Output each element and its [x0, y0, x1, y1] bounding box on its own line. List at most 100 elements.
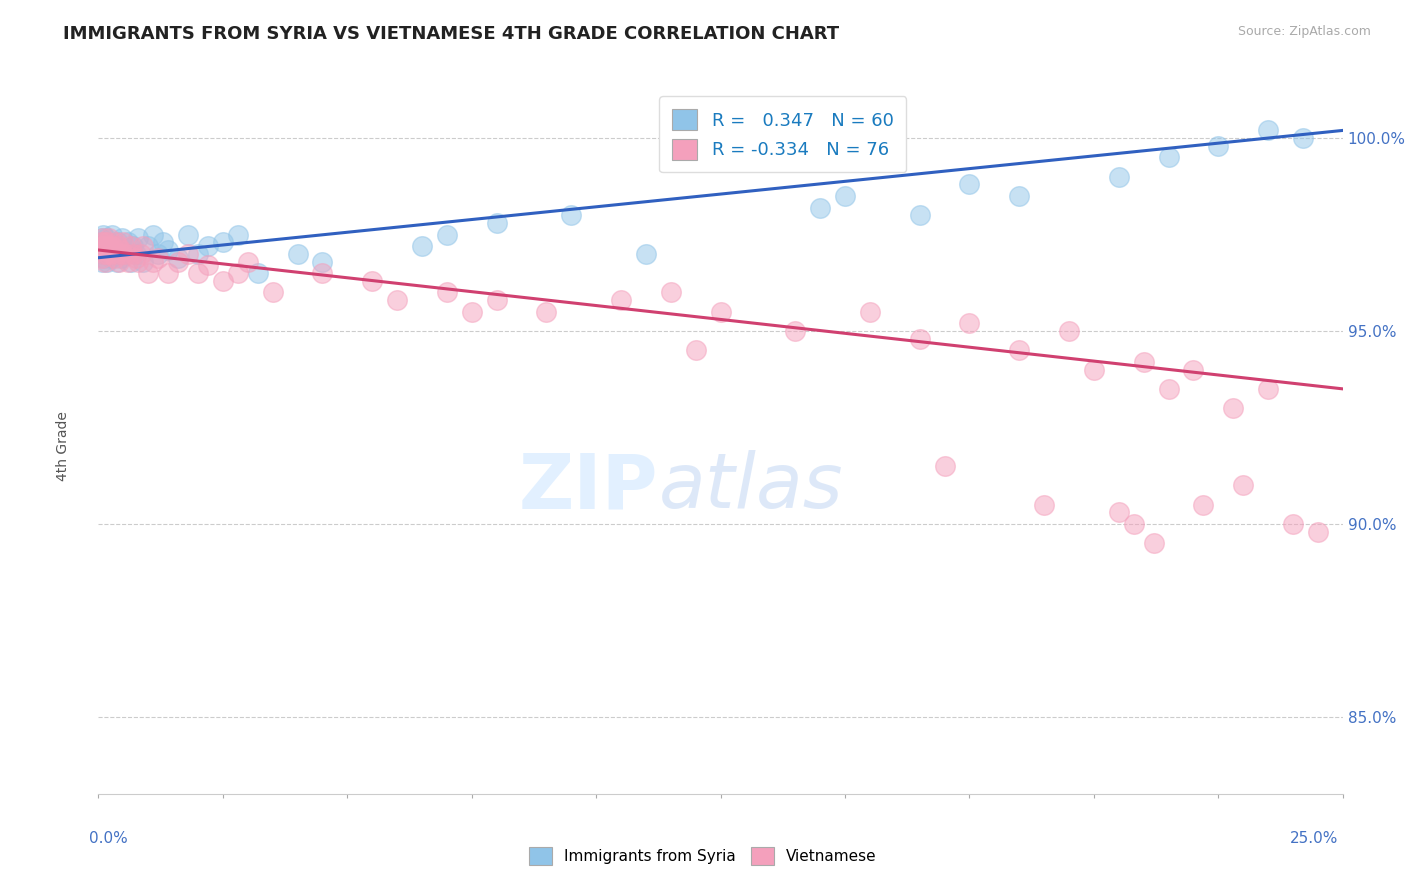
Point: [1108, 169, 1130, 184]
Point: [1083, 362, 1105, 376]
Point: [114, 247, 136, 261]
Point: [103, 243, 125, 257]
Point: [485, 216, 508, 230]
Point: [1222, 401, 1244, 416]
Point: [934, 458, 956, 473]
Point: [211, 235, 233, 250]
Point: [1182, 362, 1205, 376]
Point: [104, 251, 127, 265]
Point: [1132, 355, 1154, 369]
Point: [93, 239, 115, 253]
Point: [120, 239, 142, 253]
Point: [101, 239, 124, 253]
Point: [1057, 324, 1080, 338]
Point: [560, 208, 582, 222]
Point: [96, 254, 118, 268]
Point: [1282, 516, 1305, 531]
Point: [97, 235, 120, 250]
Point: [122, 247, 145, 261]
Point: [96, 235, 118, 250]
Point: [136, 266, 159, 280]
Point: [236, 254, 259, 268]
Point: [485, 293, 508, 307]
Point: [90, 243, 112, 257]
Point: [262, 285, 284, 300]
Point: [226, 266, 249, 280]
Point: [1157, 150, 1180, 164]
Point: [311, 266, 333, 280]
Point: [132, 239, 155, 253]
Point: [90, 247, 112, 261]
Point: [96, 247, 118, 261]
Point: [94, 239, 117, 253]
Point: [157, 266, 180, 280]
Point: [411, 239, 433, 253]
Point: [103, 247, 125, 261]
Point: [710, 304, 733, 318]
Point: [112, 235, 135, 250]
Point: [122, 239, 145, 253]
Point: [105, 247, 128, 261]
Point: [132, 254, 155, 268]
Point: [908, 332, 931, 346]
Point: [187, 266, 209, 280]
Point: [94, 254, 117, 268]
Point: [908, 208, 931, 222]
Point: [226, 227, 249, 242]
Point: [96, 247, 118, 261]
Point: [117, 254, 139, 268]
Point: [117, 235, 139, 250]
Point: [361, 274, 384, 288]
Point: [1232, 478, 1254, 492]
Point: [1122, 516, 1144, 531]
Text: ZIP: ZIP: [519, 450, 658, 524]
Point: [111, 231, 134, 245]
Point: [808, 201, 831, 215]
Point: [1257, 382, 1279, 396]
Point: [91, 254, 114, 268]
Point: [93, 243, 115, 257]
Point: [197, 239, 219, 253]
Point: [146, 247, 169, 261]
Point: [142, 227, 165, 242]
Point: [98, 231, 121, 245]
Text: 25.0%: 25.0%: [1291, 831, 1339, 846]
Point: [1108, 505, 1130, 519]
Point: [104, 239, 127, 253]
Point: [959, 316, 981, 330]
Point: [90, 235, 112, 250]
Point: [100, 251, 122, 265]
Point: [859, 304, 882, 318]
Legend: Immigrants from Syria, Vietnamese: Immigrants from Syria, Vietnamese: [523, 841, 883, 871]
Point: [97, 239, 120, 253]
Point: [1142, 536, 1164, 550]
Point: [211, 274, 233, 288]
Point: [107, 239, 129, 253]
Point: [177, 247, 200, 261]
Point: [93, 235, 115, 250]
Point: [104, 235, 127, 250]
Point: [136, 239, 159, 253]
Point: [129, 247, 152, 261]
Point: [142, 254, 165, 268]
Point: [157, 243, 180, 257]
Point: [311, 254, 333, 268]
Point: [105, 254, 128, 268]
Point: [610, 293, 633, 307]
Point: [112, 243, 135, 257]
Point: [959, 178, 981, 192]
Point: [436, 285, 458, 300]
Point: [98, 243, 121, 257]
Point: [152, 235, 174, 250]
Point: [385, 293, 408, 307]
Point: [93, 235, 115, 250]
Point: [1157, 382, 1180, 396]
Point: [101, 227, 124, 242]
Point: [146, 251, 169, 265]
Point: [111, 247, 134, 261]
Point: [1257, 123, 1279, 137]
Text: IMMIGRANTS FROM SYRIA VS VIETNAMESE 4TH GRADE CORRELATION CHART: IMMIGRANTS FROM SYRIA VS VIETNAMESE 4TH …: [63, 25, 839, 43]
Point: [91, 251, 114, 265]
Point: [93, 247, 115, 261]
Point: [167, 251, 190, 265]
